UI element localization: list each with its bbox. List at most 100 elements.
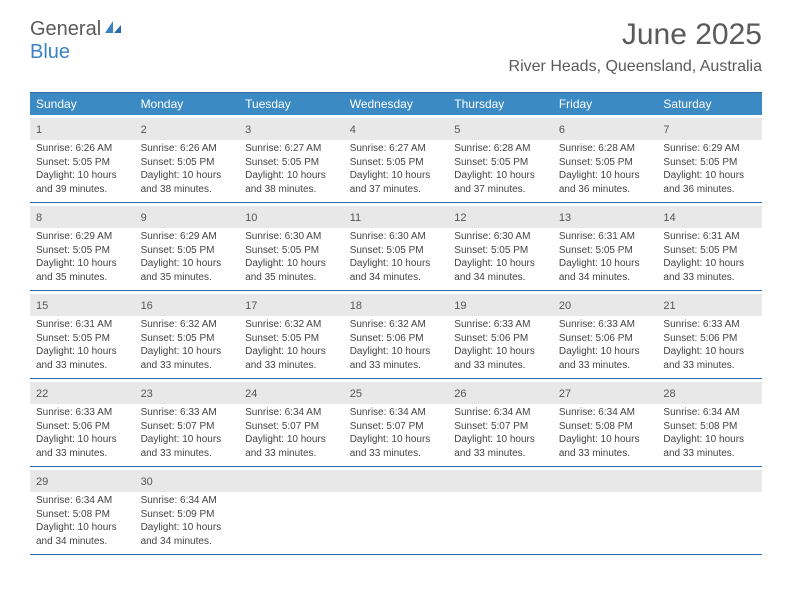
logo-text-general: General: [30, 18, 101, 40]
cell-line-sr: Sunrise: 6:30 AM: [245, 230, 338, 244]
cell-line-ss: Sunset: 5:05 PM: [36, 332, 129, 346]
cell-line-sr: Sunrise: 6:33 AM: [454, 318, 547, 332]
day-cell: 24Sunrise: 6:34 AMSunset: 5:07 PMDayligh…: [239, 379, 344, 466]
cell-line-d2: and 34 minutes.: [141, 535, 234, 549]
cell-line-sr: Sunrise: 6:27 AM: [350, 142, 443, 156]
day-number: 23: [141, 388, 153, 400]
dayname-saturday: Saturday: [657, 93, 762, 115]
dayname-row: Sunday Monday Tuesday Wednesday Thursday…: [30, 93, 762, 115]
daynum-row: 12: [448, 206, 553, 228]
cell-line-ss: Sunset: 5:08 PM: [663, 420, 756, 434]
calendar: Sunday Monday Tuesday Wednesday Thursday…: [30, 92, 762, 555]
day-number: [245, 476, 248, 488]
day-cell: 5Sunrise: 6:28 AMSunset: 5:05 PMDaylight…: [448, 115, 553, 202]
cell-line-d2: and 35 minutes.: [245, 271, 338, 285]
logo-text: General Blue: [30, 18, 123, 64]
day-number: 17: [245, 300, 257, 312]
day-cell: 9Sunrise: 6:29 AMSunset: 5:05 PMDaylight…: [135, 203, 240, 290]
day-number: [559, 476, 562, 488]
day-cell: 10Sunrise: 6:30 AMSunset: 5:05 PMDayligh…: [239, 203, 344, 290]
cell-line-ss: Sunset: 5:05 PM: [36, 244, 129, 258]
cell-line-d1: Daylight: 10 hours: [36, 433, 129, 447]
cell-line-d2: and 39 minutes.: [36, 183, 129, 197]
cell-line-d1: Daylight: 10 hours: [36, 169, 129, 183]
cell-line-d2: and 33 minutes.: [141, 359, 234, 373]
daynum-row: 18: [344, 294, 449, 316]
cell-line-d2: and 33 minutes.: [559, 447, 652, 461]
cell-line-sr: Sunrise: 6:31 AM: [559, 230, 652, 244]
cell-line-d2: and 33 minutes.: [36, 447, 129, 461]
cell-line-ss: Sunset: 5:05 PM: [559, 244, 652, 258]
cell-line-ss: Sunset: 5:06 PM: [454, 332, 547, 346]
dayname-monday: Monday: [135, 93, 240, 115]
day-cell: 1Sunrise: 6:26 AMSunset: 5:05 PMDaylight…: [30, 115, 135, 202]
day-number: 11: [350, 212, 361, 224]
title-block: June 2025 River Heads, Queensland, Austr…: [509, 18, 762, 76]
cell-line-sr: Sunrise: 6:28 AM: [559, 142, 652, 156]
day-cell: 30Sunrise: 6:34 AMSunset: 5:09 PMDayligh…: [135, 467, 240, 554]
day-number: 18: [350, 300, 362, 312]
week-row: 29Sunrise: 6:34 AMSunset: 5:08 PMDayligh…: [30, 467, 762, 555]
cell-line-ss: Sunset: 5:06 PM: [559, 332, 652, 346]
cell-line-d1: Daylight: 10 hours: [454, 433, 547, 447]
day-cell: 2Sunrise: 6:26 AMSunset: 5:05 PMDaylight…: [135, 115, 240, 202]
day-cell: 28Sunrise: 6:34 AMSunset: 5:08 PMDayligh…: [657, 379, 762, 466]
day-number: 12: [454, 212, 466, 224]
cell-line-ss: Sunset: 5:07 PM: [454, 420, 547, 434]
day-number: 28: [663, 388, 675, 400]
day-cell: 22Sunrise: 6:33 AMSunset: 5:06 PMDayligh…: [30, 379, 135, 466]
day-cell: 14Sunrise: 6:31 AMSunset: 5:05 PMDayligh…: [657, 203, 762, 290]
day-cell: 29Sunrise: 6:34 AMSunset: 5:08 PMDayligh…: [30, 467, 135, 554]
cell-line-sr: Sunrise: 6:30 AM: [350, 230, 443, 244]
cell-line-ss: Sunset: 5:07 PM: [245, 420, 338, 434]
cell-line-ss: Sunset: 5:08 PM: [36, 508, 129, 522]
day-number: 16: [141, 300, 153, 312]
cell-line-d1: Daylight: 10 hours: [350, 433, 443, 447]
cell-line-sr: Sunrise: 6:27 AM: [245, 142, 338, 156]
cell-line-sr: Sunrise: 6:33 AM: [663, 318, 756, 332]
cell-line-d2: and 34 minutes.: [559, 271, 652, 285]
cell-line-d2: and 33 minutes.: [663, 359, 756, 373]
day-number: 9: [141, 212, 147, 224]
cell-line-d1: Daylight: 10 hours: [559, 345, 652, 359]
day-cell: [448, 467, 553, 554]
day-number: 29: [36, 476, 48, 488]
daynum-row: [657, 470, 762, 492]
cell-line-d2: and 33 minutes.: [245, 447, 338, 461]
day-number: 22: [36, 388, 48, 400]
cell-line-d2: and 33 minutes.: [350, 447, 443, 461]
cell-line-sr: Sunrise: 6:33 AM: [559, 318, 652, 332]
cell-line-d1: Daylight: 10 hours: [663, 345, 756, 359]
cell-line-sr: Sunrise: 6:34 AM: [559, 406, 652, 420]
cell-line-d1: Daylight: 10 hours: [36, 521, 129, 535]
cell-line-sr: Sunrise: 6:33 AM: [36, 406, 129, 420]
daynum-row: 17: [239, 294, 344, 316]
cell-line-ss: Sunset: 5:06 PM: [350, 332, 443, 346]
day-number: 2: [141, 124, 147, 136]
day-number: 30: [141, 476, 153, 488]
cell-line-d2: and 38 minutes.: [245, 183, 338, 197]
cell-line-d1: Daylight: 10 hours: [559, 257, 652, 271]
cell-line-d2: and 34 minutes.: [454, 271, 547, 285]
cell-line-d2: and 37 minutes.: [350, 183, 443, 197]
cell-line-d2: and 37 minutes.: [454, 183, 547, 197]
cell-line-ss: Sunset: 5:09 PM: [141, 508, 234, 522]
day-cell: 18Sunrise: 6:32 AMSunset: 5:06 PMDayligh…: [344, 291, 449, 378]
cell-line-d2: and 33 minutes.: [245, 359, 338, 373]
cell-line-ss: Sunset: 5:05 PM: [663, 244, 756, 258]
cell-line-d2: and 34 minutes.: [36, 535, 129, 549]
day-number: 13: [559, 212, 571, 224]
cell-line-d2: and 33 minutes.: [141, 447, 234, 461]
daynum-row: [448, 470, 553, 492]
cell-line-d1: Daylight: 10 hours: [454, 257, 547, 271]
day-cell: 6Sunrise: 6:28 AMSunset: 5:05 PMDaylight…: [553, 115, 658, 202]
daynum-row: 6: [553, 118, 658, 140]
cell-line-sr: Sunrise: 6:32 AM: [350, 318, 443, 332]
cell-line-d1: Daylight: 10 hours: [36, 257, 129, 271]
dayname-tuesday: Tuesday: [239, 93, 344, 115]
daynum-row: 21: [657, 294, 762, 316]
day-number: 3: [245, 124, 251, 136]
cell-line-sr: Sunrise: 6:34 AM: [350, 406, 443, 420]
header: General Blue June 2025 River Heads, Quee…: [0, 0, 792, 84]
day-cell: 21Sunrise: 6:33 AMSunset: 5:06 PMDayligh…: [657, 291, 762, 378]
